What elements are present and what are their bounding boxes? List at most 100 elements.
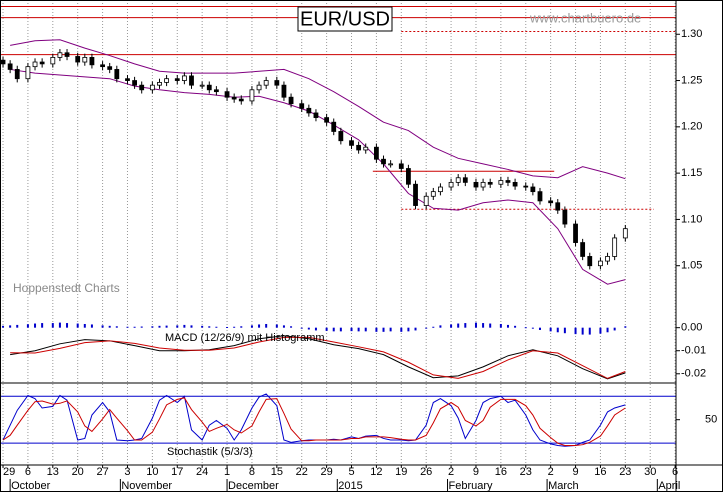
histogram-bar xyxy=(613,327,616,331)
candle-body xyxy=(537,191,543,202)
candle-body xyxy=(213,89,219,93)
x-tick-label: 17 xyxy=(171,466,183,478)
histogram-bar xyxy=(499,323,502,328)
histogram-bar xyxy=(275,324,278,328)
histogram-bar xyxy=(108,325,111,328)
candle-body xyxy=(39,61,45,65)
candle-body xyxy=(224,91,230,98)
x-tick-label: 23 xyxy=(619,466,631,478)
month-label: November xyxy=(121,480,172,492)
histogram-bar xyxy=(115,326,118,328)
histogram-bar xyxy=(464,323,467,328)
histogram-bar xyxy=(538,327,541,330)
histogram-bar xyxy=(233,326,236,328)
macd-line xyxy=(10,336,626,379)
candle-body xyxy=(462,177,468,183)
histogram-bar xyxy=(165,325,168,328)
histogram-bar xyxy=(34,323,37,328)
candle-body xyxy=(406,168,411,185)
histogram-bar xyxy=(76,323,79,328)
candle-body xyxy=(238,98,244,102)
histogram-bar xyxy=(624,326,627,328)
histogram-bar xyxy=(9,325,12,328)
candle-body xyxy=(505,180,511,183)
candle-body xyxy=(100,64,105,68)
histogram-bar xyxy=(101,325,104,328)
candle-body xyxy=(605,256,610,262)
x-tick-label: 27 xyxy=(96,466,108,478)
histogram-bar xyxy=(290,326,293,328)
candle-body xyxy=(338,131,344,142)
upper-band xyxy=(10,39,626,180)
histogram-bar xyxy=(514,325,517,328)
candle-body xyxy=(82,57,88,63)
month-label: February xyxy=(449,480,494,492)
histogram-bar xyxy=(524,327,527,329)
histogram-bar xyxy=(151,326,154,328)
x-tick-label: 2 xyxy=(448,466,454,478)
candle-body xyxy=(114,69,120,80)
histogram-bar xyxy=(51,323,54,328)
x-tick-label: 16 xyxy=(495,466,507,478)
x-tick-label: 26 xyxy=(420,466,432,478)
candle-body xyxy=(14,69,20,80)
candle-body xyxy=(181,75,187,81)
histogram-bar xyxy=(26,324,29,328)
x-tick-label: 12 xyxy=(370,466,382,478)
month-label: March xyxy=(548,480,579,492)
candle-body xyxy=(25,66,31,80)
stochastic-label: Stochastik (5/3/3) xyxy=(167,446,253,458)
candle-body xyxy=(157,81,162,86)
x-tick-label: 13 xyxy=(47,466,59,478)
histogram-bar xyxy=(407,327,410,332)
candle-body xyxy=(231,96,237,100)
x-tick-label: 29 xyxy=(3,466,15,478)
histogram-bar xyxy=(133,326,136,328)
candle-body xyxy=(356,144,362,151)
candle-body xyxy=(598,260,603,267)
y-tick-label: 1.25 xyxy=(681,74,702,86)
y-tick-label: 0.00 xyxy=(681,322,702,334)
histogram-bar xyxy=(66,323,69,328)
histogram-bar xyxy=(474,322,477,328)
candle-body xyxy=(50,57,56,65)
credit: Hoppenstedt Charts xyxy=(13,281,120,295)
candle-body xyxy=(313,112,319,118)
candle-body xyxy=(149,84,155,91)
histogram-bar xyxy=(282,325,285,328)
histogram-bar xyxy=(314,327,317,331)
x-tick-label: 6 xyxy=(25,466,31,478)
candle-body xyxy=(174,78,180,81)
histogram-bar xyxy=(126,326,129,328)
histogram-bar xyxy=(41,323,44,328)
y-tick-label: 1.30 xyxy=(681,28,702,40)
histogram-bar xyxy=(226,326,229,328)
candle-body xyxy=(331,121,337,132)
histogram-bar xyxy=(588,327,591,335)
title-box xyxy=(297,6,393,32)
x-tick-label: 16 xyxy=(594,466,606,478)
candle-body xyxy=(249,89,255,102)
x-tick-label: 8 xyxy=(249,466,255,478)
histogram-bar xyxy=(83,323,86,328)
histogram-bar xyxy=(300,327,303,329)
histogram-bar xyxy=(574,327,577,335)
candle-body xyxy=(274,80,280,86)
x-tick-label: 29 xyxy=(320,466,332,478)
y-tick-label: 50 xyxy=(705,414,717,426)
histogram-bar xyxy=(2,325,5,328)
histogram-bar xyxy=(325,327,328,331)
candle-body xyxy=(573,223,578,243)
histogram-bar xyxy=(201,325,204,328)
candle-body xyxy=(306,107,312,114)
candle-body xyxy=(288,96,294,105)
histogram-bar xyxy=(158,325,161,328)
histogram-bar xyxy=(549,327,552,332)
histogram-bar xyxy=(400,327,403,332)
x-tick-label: 19 xyxy=(395,466,407,478)
histogram-bar xyxy=(489,323,492,328)
stochastic-line xyxy=(2,397,626,446)
histogram-bar xyxy=(307,327,310,330)
candle-body xyxy=(622,228,628,239)
